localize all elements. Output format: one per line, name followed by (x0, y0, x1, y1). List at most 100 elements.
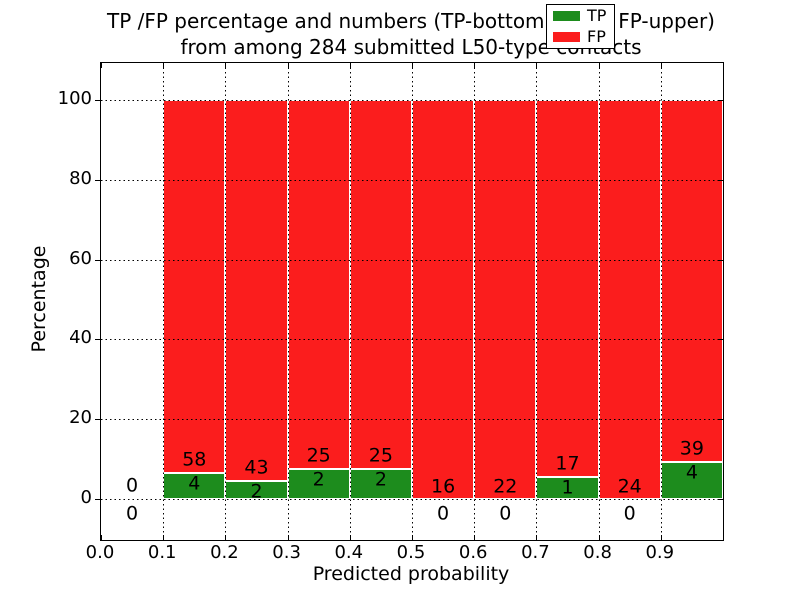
tp-count-label: 2 (374, 468, 387, 491)
bar-segment-fp (412, 100, 475, 499)
bar-segment-fp (349, 100, 412, 470)
x-tick-mark (163, 535, 165, 540)
y-tick-mark (95, 339, 100, 341)
x-axis-tick-label: 0.5 (396, 542, 426, 563)
fp-count-label: 39 (679, 437, 704, 460)
bar-segment-tp (287, 469, 350, 499)
x-tick-mark-top (412, 63, 413, 68)
x-axis-tick-label: 0.6 (458, 542, 488, 563)
fp-count-label: 43 (244, 456, 269, 479)
x-axis-tick-label: 0.2 (210, 542, 239, 563)
y-axis-tick-label: 100 (57, 88, 92, 109)
tp-count-label: 4 (685, 461, 698, 484)
x-gridline (598, 63, 600, 540)
fp-count-label: 24 (617, 475, 642, 498)
fp-count-label: 22 (493, 475, 518, 498)
y-tick-mark (95, 100, 100, 101)
fp-count-label: 17 (555, 452, 580, 475)
x-gridline (287, 63, 289, 540)
x-tick-mark (536, 535, 538, 540)
fp-count-label: 25 (368, 444, 393, 467)
y-tick-mark (95, 259, 100, 261)
x-gridline (412, 63, 413, 540)
chart-title-line2: from among 284 submitted L50-type contac… (180, 35, 642, 59)
y-tick-mark-right (718, 100, 723, 101)
tp-count-label: 0 (126, 502, 139, 525)
x-tick-mark (660, 535, 662, 540)
fp-count-label: 0 (126, 474, 139, 497)
x-tick-mark (412, 535, 413, 540)
bar-segment-fp (660, 100, 723, 462)
x-axis-tick-label: 0.1 (147, 542, 177, 563)
bar-segment-fp (598, 100, 661, 499)
tp-count-label: 2 (312, 468, 325, 491)
y-axis-tick-label: 0 (80, 487, 92, 508)
x-tick-mark-top (349, 63, 351, 68)
legend-label-fp: FP (587, 27, 606, 46)
bar-segment-fp (225, 100, 288, 482)
x-gridline (349, 63, 351, 540)
legend-label-tp: TP (587, 6, 607, 25)
x-axis-tick-label: 0.3 (272, 542, 301, 563)
tp-count-label: 4 (188, 472, 201, 495)
x-axis-tick-label: 0.4 (334, 542, 364, 563)
x-gridline (660, 63, 662, 540)
chart-title: TP /FP percentage and numbers (TP-bottom… (100, 8, 722, 60)
x-axis-tick-label: 0.9 (645, 542, 675, 563)
x-gridline (225, 63, 227, 540)
y-tick-mark-right (718, 499, 723, 500)
x-axis-tick-label: 0.0 (85, 542, 115, 563)
tp-count-label: 0 (437, 502, 450, 525)
y-axis-tick-label: 80 (69, 167, 92, 189)
chart-title-line1: TP /FP percentage and numbers (TP-bottom… (107, 9, 715, 33)
y-tick-mark-right (718, 179, 723, 181)
fp-count-label: 25 (306, 444, 331, 467)
tp-color-swatch (553, 11, 580, 21)
legend-entry-fp: FP (553, 29, 608, 45)
legend: TP FP (546, 4, 615, 49)
plot-area: 0 0 58 4 43 2 25 2 25 2 16 0 22 0 17 1 24 0 39 4 (95, 62, 724, 541)
fp-count-label: 16 (431, 475, 456, 498)
bar-segment-tp (349, 469, 412, 499)
y-axis-tick-label: 60 (69, 247, 92, 269)
x-gridline (163, 63, 165, 540)
bar-segment-fp (536, 100, 599, 477)
y-tick-mark (95, 419, 100, 421)
y-tick-mark-right (718, 419, 723, 421)
y-tick-mark (95, 499, 100, 500)
x-tick-mark (225, 535, 227, 540)
x-gridline (474, 63, 476, 540)
x-gridline (536, 63, 538, 540)
x-tick-mark (474, 535, 476, 540)
y-tick-mark (95, 179, 100, 181)
x-tick-mark (101, 535, 102, 540)
bar-segment-fp (474, 100, 537, 499)
x-tick-mark-top (536, 63, 538, 68)
x-tick-mark (349, 535, 351, 540)
bar-segment-fp (287, 100, 350, 470)
y-axis-tick-label: 20 (69, 407, 92, 429)
bar-segment-fp (163, 100, 226, 474)
bar-segment-tp (163, 473, 226, 499)
legend-entry-tp: TP (553, 8, 608, 24)
x-tick-mark-top (474, 63, 476, 68)
x-axis-tick-label: 0.7 (521, 542, 550, 563)
tp-count-label: 1 (561, 476, 574, 499)
x-tick-mark-top (163, 63, 165, 68)
tp-count-label: 0 (623, 502, 636, 525)
y-tick-mark-right (718, 339, 723, 341)
fp-count-label: 58 (182, 448, 207, 471)
x-tick-mark-top (598, 63, 600, 68)
x-tick-mark-top (225, 63, 227, 68)
x-tick-mark (598, 535, 600, 540)
x-tick-mark-top (660, 63, 662, 68)
fp-color-swatch (553, 32, 580, 42)
tp-count-label: 0 (499, 502, 512, 525)
x-tick-mark-top (287, 63, 289, 68)
x-axis-tick-label: 0.8 (583, 542, 612, 563)
x-axis-label: Predicted probability (312, 563, 510, 585)
y-axis-tick-label: 40 (69, 327, 92, 349)
x-tick-mark (287, 535, 289, 540)
x-tick-mark-top (101, 63, 102, 68)
